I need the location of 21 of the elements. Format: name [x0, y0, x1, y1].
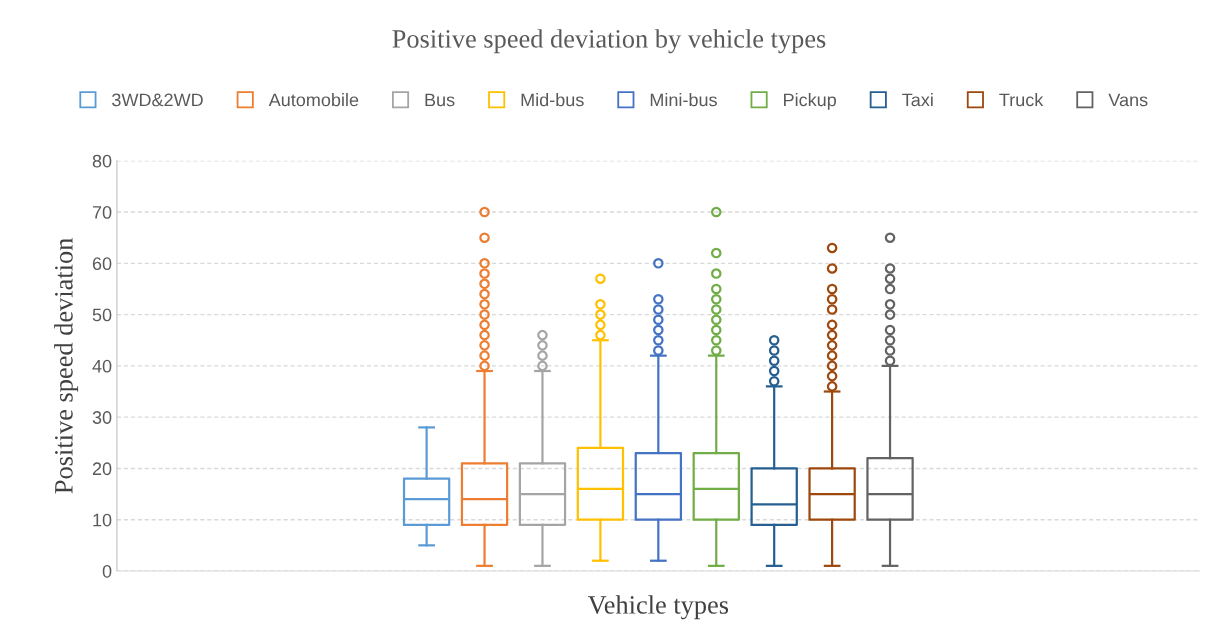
x-axis-title: Vehicle types	[587, 595, 729, 620]
chart-title: Positive speed deviation by vehicle types	[392, 29, 826, 54]
legend-label: 3WD&2WD	[112, 93, 203, 107]
legend-label: Automobile	[268, 93, 359, 107]
y-tick-label: 10	[93, 513, 112, 527]
y-tick-label: 30	[92, 411, 112, 424]
legend-label: Mini-bus	[650, 93, 717, 107]
legend-label: Taxi	[902, 93, 933, 107]
y-tick-label: 0	[102, 564, 112, 578]
y-tick-label: 20	[92, 462, 112, 476]
y-tick-label: 50	[92, 308, 112, 322]
y-tick-label: 60	[92, 257, 112, 271]
legend-label: Truck	[999, 93, 1044, 107]
y-tick-label: 80	[92, 154, 112, 168]
legend-label: Pickup	[784, 93, 836, 110]
legend-label: Mid-bus	[521, 93, 584, 107]
legend-label: Bus	[425, 93, 455, 107]
y-tick-label: 40	[92, 359, 112, 373]
y-axis-title: Positive speed deviation	[54, 238, 79, 494]
legend-label: Vans	[1108, 93, 1148, 107]
y-tick-label: 70	[92, 205, 112, 219]
